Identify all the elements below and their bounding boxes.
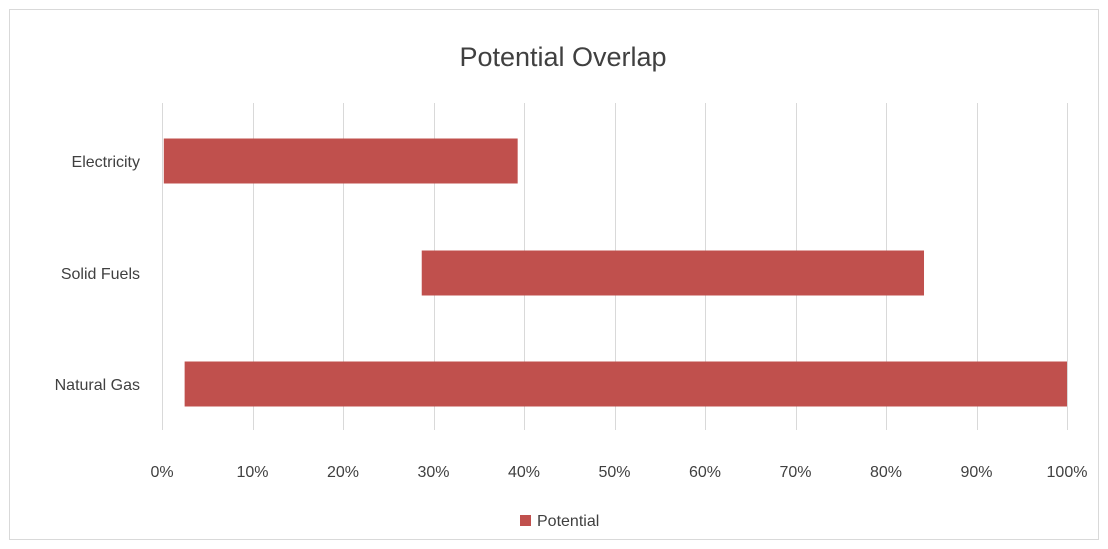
bar-natural-gas xyxy=(184,361,1067,407)
category-labels: Electricity Solid Fuels Natural Gas xyxy=(55,154,140,394)
x-tick-label: 70% xyxy=(779,464,811,481)
chart-title: Potential Overlap xyxy=(459,42,666,72)
x-tick-label: 30% xyxy=(417,464,449,481)
bar-solid-fuels xyxy=(421,250,925,296)
x-tick-label: 40% xyxy=(508,464,540,481)
category-label: Electricity xyxy=(72,154,140,171)
x-tick-label: 0% xyxy=(150,464,173,481)
legend: Potential xyxy=(520,513,599,530)
legend-swatch xyxy=(520,515,531,526)
x-axis-tick-labels: 0% 10% 20% 30% 40% 50% 60% 70% 80% 90% 100% xyxy=(150,464,1087,481)
bar-electricity xyxy=(163,138,518,184)
x-tick-label: 50% xyxy=(598,464,630,481)
bars xyxy=(163,138,1067,407)
x-tick-label: 20% xyxy=(327,464,359,481)
category-label: Natural Gas xyxy=(55,377,140,394)
x-tick-label: 90% xyxy=(960,464,992,481)
legend-label: Potential xyxy=(537,513,599,530)
x-tick-label: 10% xyxy=(236,464,268,481)
x-tick-label: 60% xyxy=(689,464,721,481)
x-tick-label: 80% xyxy=(870,464,902,481)
x-tick-label: 100% xyxy=(1047,464,1088,481)
category-label: Solid Fuels xyxy=(61,266,140,283)
